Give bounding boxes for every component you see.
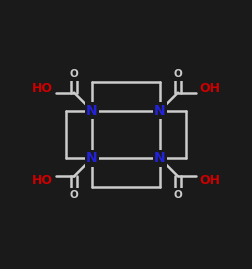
Text: O: O <box>70 190 78 200</box>
Text: OH: OH <box>200 82 220 95</box>
Text: N: N <box>154 151 166 165</box>
Text: N: N <box>86 151 98 165</box>
Text: O: O <box>174 190 182 200</box>
Text: OH: OH <box>200 174 220 187</box>
Text: O: O <box>174 69 182 79</box>
Text: HO: HO <box>32 174 52 187</box>
Text: N: N <box>154 104 166 118</box>
Text: N: N <box>86 104 98 118</box>
Text: HO: HO <box>32 82 52 95</box>
Text: O: O <box>70 69 78 79</box>
